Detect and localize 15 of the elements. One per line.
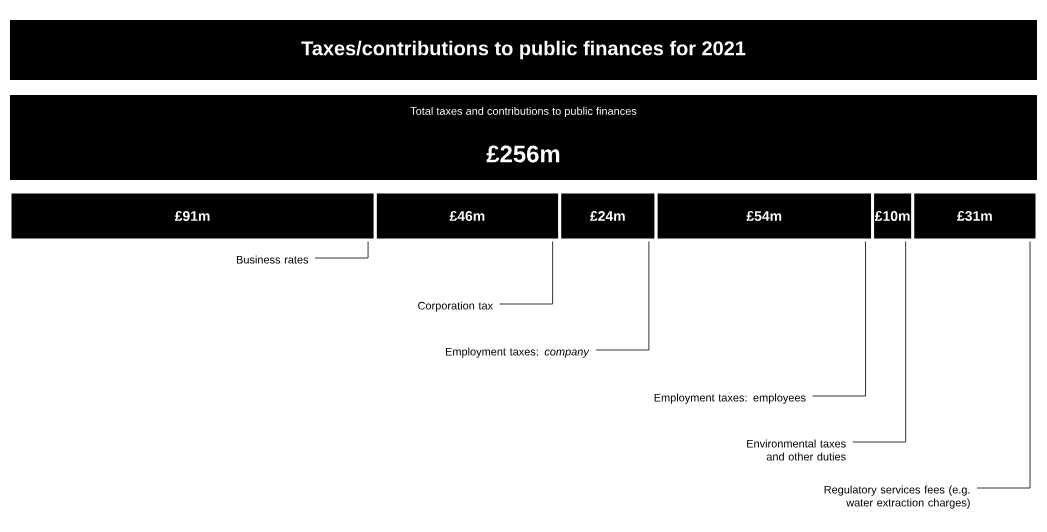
text: Corporation tax	[418, 301, 493, 312]
data-label: £91m	[174, 211, 210, 221]
text: Environmental taxes and other duties	[747, 439, 846, 461]
data-label: £31m	[957, 211, 992, 221]
text: Employment taxes: employees	[654, 393, 806, 404]
data-label: £10m	[874, 211, 910, 221]
series-label: Business rates	[236, 255, 309, 264]
total-label: £256m	[486, 145, 560, 163]
data-label: £46m	[449, 211, 485, 221]
data-label: £54m	[746, 211, 782, 221]
text: Employment taxes: company	[445, 347, 590, 358]
chart-title: Taxes/contributions to public finances for 2021	[301, 40, 746, 60]
chart-subtitle: Total taxes and contributions to public finances	[410, 106, 637, 118]
text: Regulatory services fees (e.g. water extraction charges)	[824, 485, 970, 509]
data-label: £24m	[590, 211, 625, 221]
